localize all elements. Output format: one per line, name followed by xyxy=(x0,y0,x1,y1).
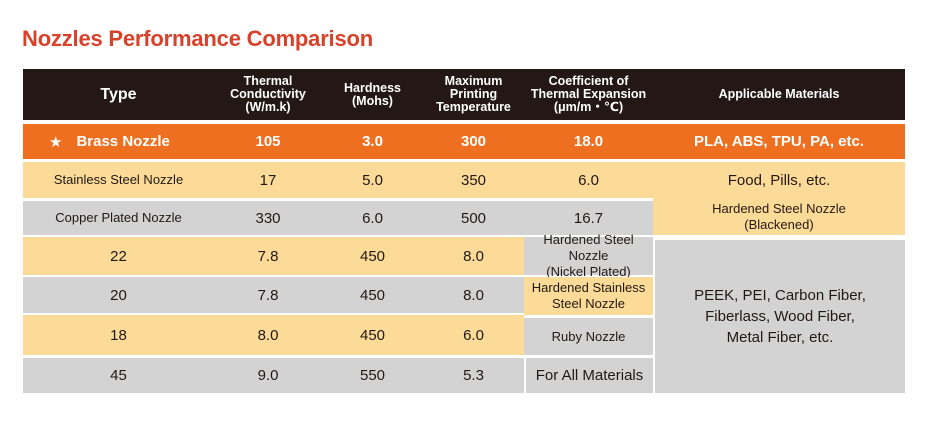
copper-thermal: 330 xyxy=(214,201,322,237)
hardened-stainless-expansion: 6.0 xyxy=(423,315,524,355)
merged-materials: PEEK, PEI, Carbon Fiber, Fiberlass, Wood… xyxy=(653,240,905,393)
brass-maxtemp: 300 xyxy=(423,124,524,159)
brass-thermal: 105 xyxy=(214,124,322,159)
type-label: Brass Nozzle xyxy=(76,133,170,150)
ruby-materials: For All Materials xyxy=(524,358,653,393)
nickel-type: Hardened Steel Nozzle (Nickel Plated) xyxy=(524,232,653,279)
header-thermal-expansion: Coefficient of Thermal Expansion (μm/m・℃… xyxy=(524,69,653,120)
nickel-thermal: 20 xyxy=(23,277,214,315)
stainless-hardness: 5.0 xyxy=(322,162,423,198)
brass-materials: PLA, ABS, TPU, PA, etc. xyxy=(653,124,905,159)
copper-expansion: 16.7 xyxy=(524,201,653,237)
page-title: Nozzles Performance Comparison xyxy=(22,26,373,51)
stainless-type: Stainless Steel Nozzle xyxy=(23,162,214,198)
hardened-stainless-maxtemp: 450 xyxy=(322,315,423,355)
brass-hardness: 3.0 xyxy=(322,124,423,159)
stainless-thermal: 17 xyxy=(214,162,322,198)
nickel-expansion: 8.0 xyxy=(423,277,524,315)
ruby-type: Ruby Nozzle xyxy=(524,318,653,355)
blackened-thermal: 22 xyxy=(23,237,214,277)
blackened-expansion: 8.0 xyxy=(423,237,524,277)
blackened-type: Hardened Steel Nozzle (Blackened) xyxy=(653,198,905,237)
hardened-stainless-hardness: 8.0 xyxy=(214,315,322,355)
header-hardness: Hardness (Mohs) xyxy=(322,69,423,120)
header-applicable-materials: Applicable Materials xyxy=(653,69,905,120)
header-max-temperature: Maximum Printing Temperature xyxy=(423,69,524,120)
star-icon: ★ xyxy=(49,133,63,151)
ruby-hardness: 9.0 xyxy=(214,358,322,393)
stainless-maxtemp: 350 xyxy=(423,162,524,198)
nickel-hardness: 7.8 xyxy=(214,277,322,315)
copper-type: Copper Plated Nozzle xyxy=(23,201,214,237)
ruby-maxtemp: 550 xyxy=(322,358,423,393)
header-thermal-conductivity: Thermal Conductivity (W/m.k) xyxy=(214,69,322,120)
hardened-stainless-thermal: 18 xyxy=(23,315,214,355)
stainless-materials: Food, Pills, etc. xyxy=(653,162,905,198)
copper-hardness: 6.0 xyxy=(322,201,423,237)
stainless-expansion: 6.0 xyxy=(524,162,653,198)
table-row-brass-type: ★ Brass Nozzle xyxy=(23,124,214,159)
comparison-table: Type Thermal Conductivity (W/m.k) Hardne… xyxy=(23,69,905,393)
hardened-stainless-type: Hardened Stainless Steel Nozzle xyxy=(524,277,653,315)
blackened-maxtemp: 450 xyxy=(322,237,423,277)
ruby-thermal: 45 xyxy=(23,358,214,393)
brass-expansion: 18.0 xyxy=(524,124,653,159)
copper-maxtemp: 500 xyxy=(423,201,524,237)
nickel-maxtemp: 450 xyxy=(322,277,423,315)
header-type: Type xyxy=(23,69,214,120)
ruby-expansion: 5.3 xyxy=(423,358,524,393)
blackened-hardness: 7.8 xyxy=(214,237,322,277)
